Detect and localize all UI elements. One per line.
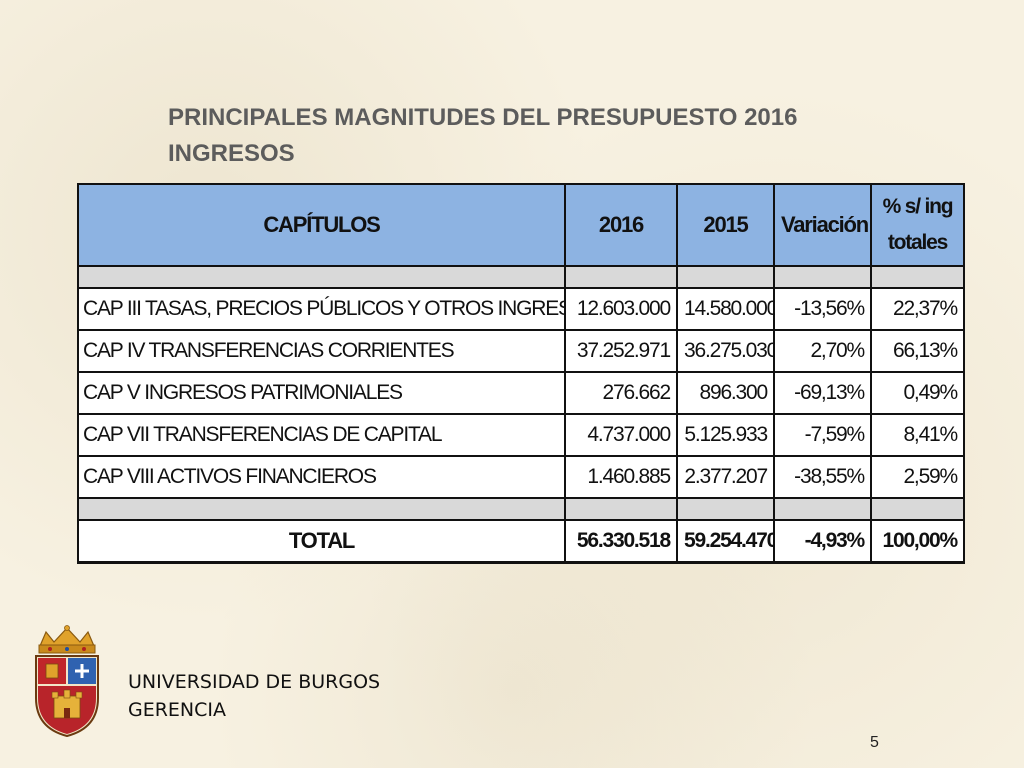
header-pct-line-2: totales — [887, 231, 948, 254]
row-label: CAP III TASAS, PRECIOS PÚBLICOS Y OTROS … — [77, 287, 566, 331]
row-label: CAP VIII ACTIVOS FINANCIEROS — [77, 455, 566, 499]
row-label: CAP IV TRANSFERENCIAS CORRIENTES — [77, 329, 566, 373]
budget-table: CAPÍTULOS 2016 2015 Variación % s/ ing t… — [77, 183, 965, 564]
row-2016: 37.252.971 — [564, 329, 678, 373]
row-2015: 36.275.030 — [676, 329, 775, 373]
total-2016: 56.330.518 — [564, 519, 678, 564]
row-label: CAP V INGRESOS PATRIMONIALES — [77, 371, 566, 415]
row-2016: 1.460.885 — [564, 455, 678, 499]
header-variacion: Variación — [773, 183, 872, 267]
total-pct: 100,00% — [870, 519, 965, 564]
row-pct: 22,37% — [870, 287, 965, 331]
total-variacion: -4,93% — [773, 519, 872, 564]
row-2016: 4.737.000 — [564, 413, 678, 457]
row-variacion: -7,59% — [773, 413, 872, 457]
title-line-1: PRINCIPALES MAGNITUDES DEL PRESUPUESTO 2… — [168, 104, 798, 131]
row-2016: 276.662 — [564, 371, 678, 415]
university-coat-of-arms-icon — [35, 625, 99, 738]
row-variacion: 2,70% — [773, 329, 872, 373]
row-variacion: -13,56% — [773, 287, 872, 331]
header-capitulos: CAPÍTULOS — [77, 183, 566, 267]
row-label: CAP VII TRANSFERENCIAS DE CAPITAL — [77, 413, 566, 457]
header-pct-ingresos: % s/ ing totales — [870, 183, 965, 267]
row-pct: 2,59% — [870, 455, 965, 499]
row-2016: 12.603.000 — [564, 287, 678, 331]
total-2015: 59.254.470 — [676, 519, 775, 564]
row-pct: 66,13% — [870, 329, 965, 373]
row-2015: 5.125.933 — [676, 413, 775, 457]
row-pct: 0,49% — [870, 371, 965, 415]
total-label: TOTAL — [77, 519, 566, 564]
footer-institution: UNIVERSIDAD DE BURGOS GERENCIA — [128, 668, 380, 724]
header-2015: 2015 — [676, 183, 775, 267]
footer-line-1: UNIVERSIDAD DE BURGOS — [128, 671, 381, 693]
header-2016: 2016 — [564, 183, 678, 267]
table-row: CAP VIII ACTIVOS FINANCIEROS 1.460.885 2… — [77, 455, 965, 499]
table-row: CAP V INGRESOS PATRIMONIALES 276.662 896… — [77, 371, 965, 415]
table-row: CAP IV TRANSFERENCIAS CORRIENTES 37.252.… — [77, 329, 965, 373]
page-title: PRINCIPALES MAGNITUDES DEL PRESUPUESTO 2… — [168, 100, 928, 172]
row-variacion: -38,55% — [773, 455, 872, 499]
title-line-2: INGRESOS — [168, 140, 295, 167]
header-pct-line-1: % s/ ing — [882, 195, 954, 218]
footer-line-2: GERENCIA — [128, 699, 227, 721]
table-row: CAP III TASAS, PRECIOS PÚBLICOS Y OTROS … — [77, 287, 965, 331]
row-pct: 8,41% — [870, 413, 965, 457]
row-2015: 2.377.207 — [676, 455, 775, 499]
table-row: CAP VII TRANSFERENCIAS DE CAPITAL 4.737.… — [77, 413, 965, 457]
page-number: 5 — [870, 734, 879, 751]
row-2015: 14.580.000 — [676, 287, 775, 331]
spacer-row — [77, 265, 965, 289]
row-variacion: -69,13% — [773, 371, 872, 415]
row-2015: 896.300 — [676, 371, 775, 415]
spacer-row — [77, 497, 965, 521]
total-row: TOTAL 56.330.518 59.254.470 -4,93% 100,0… — [77, 519, 965, 564]
table-header-row: CAPÍTULOS 2016 2015 Variación % s/ ing t… — [77, 183, 965, 267]
